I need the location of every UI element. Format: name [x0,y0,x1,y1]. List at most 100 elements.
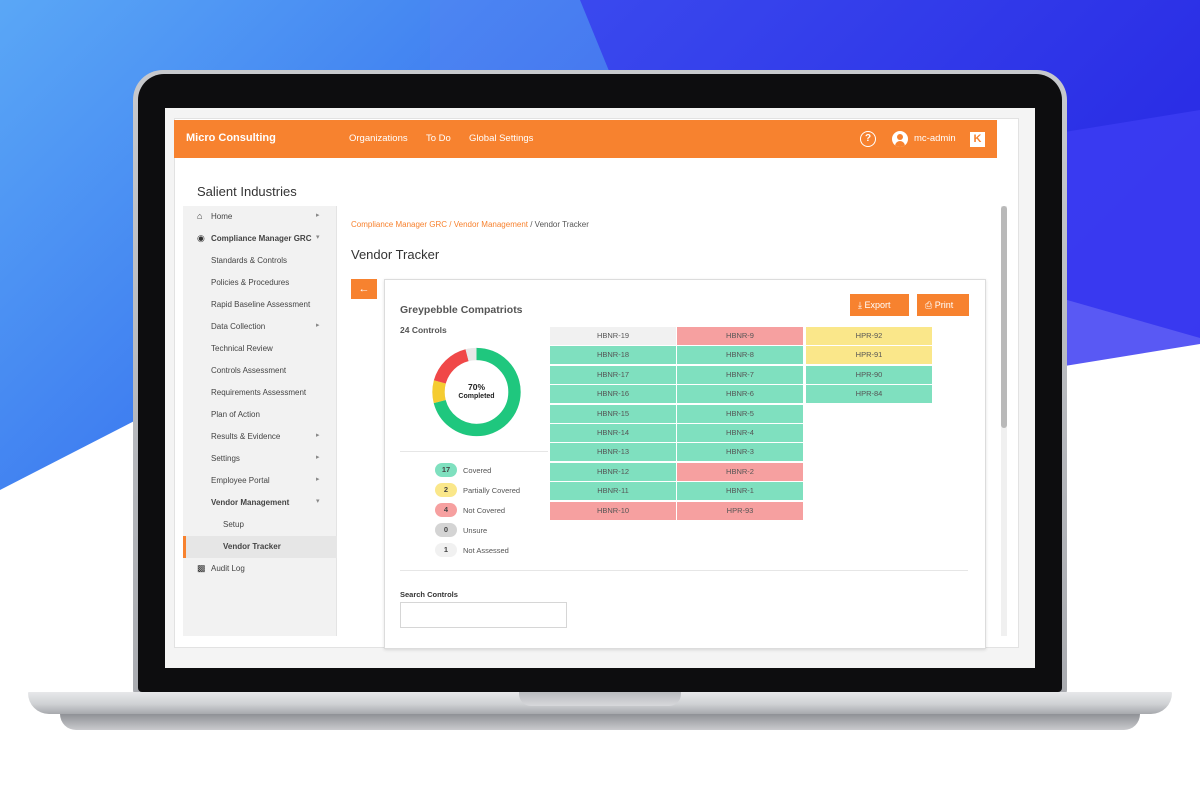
sidebar-item-controls-assessment[interactable]: Controls Assessment [183,360,337,382]
control-tile[interactable]: HBNR-2 [677,462,803,481]
sidebar-item-label: Settings [211,454,240,463]
sidebar-item-home[interactable]: ⌂ Home ▸ [183,206,337,228]
sidebar-item-technical-review[interactable]: Technical Review [183,338,337,360]
chevron-right-icon: ▸ [316,432,320,439]
sidebar-item-settings[interactable]: Settings ▸ [183,448,337,470]
legend-count: 1 [435,543,457,557]
control-tile[interactable]: HBNR-8 [677,346,803,365]
sidebar-item-results-evidence[interactable]: Results & Evidence ▸ [183,426,337,448]
nav-todo[interactable]: To Do [426,133,451,144]
printer-icon: ⎙ [925,300,933,310]
control-tile[interactable]: HBNR-10 [550,501,676,520]
control-tile[interactable]: HPR-90 [806,365,932,384]
chevron-right-icon: ▸ [316,212,320,219]
sidebar-item-label: Setup [223,520,244,529]
sidebar-item-label: Home [211,212,233,221]
back-button[interactable]: ← [351,279,377,299]
control-tile[interactable]: HPR-84 [806,385,932,404]
control-tile[interactable]: HPR-93 [677,501,803,520]
control-tile[interactable]: HBNR-17 [550,365,676,384]
chevron-down-icon: ▾ [316,234,320,241]
control-tile[interactable]: HBNR-11 [550,482,676,501]
sidebar-item-rapid-baseline[interactable]: Rapid Baseline Assessment [183,294,337,316]
control-tile[interactable]: HBNR-5 [677,404,803,423]
sidebar-item-vendor-management[interactable]: Vendor Management ▾ [183,492,337,514]
sidebar-item-label: Policies & Procedures [211,278,290,287]
legend-count: 2 [435,483,457,497]
sidebar-item-label: Technical Review [211,344,273,353]
sidebar-item-compliance-manager[interactable]: ◉ Compliance Manager GRC ▾ [183,228,337,250]
legend-label: Partially Covered [463,486,521,495]
control-tile[interactable]: HBNR-6 [677,385,803,404]
chevron-down-icon: ▾ [316,498,320,505]
legend-label: Covered [463,466,492,475]
control-tile[interactable]: HBNR-18 [550,346,676,365]
search-controls-input[interactable] [400,602,567,628]
help-icon[interactable]: ? [860,131,876,147]
sidebar-item-label: Results & Evidence [211,432,281,441]
control-tile[interactable]: HBNR-1 [677,482,803,501]
sidebar-item-label: Vendor Management [211,498,290,507]
sidebar-item-standards[interactable]: Standards & Controls [183,250,337,272]
control-tile[interactable]: HBNR-16 [550,385,676,404]
sidebar-item-label: Plan of Action [211,410,260,419]
sidebar-item-vendor-tracker[interactable]: Vendor Tracker [183,536,337,558]
donut-segment-partial [432,347,521,437]
divider [400,570,968,571]
divider [400,451,548,452]
legend-label: Not Covered [463,506,506,515]
export-button[interactable]: ⤓ Export [850,294,909,316]
home-icon: ⌂ [197,211,203,221]
sidebar-item-label: Controls Assessment [211,366,287,375]
control-tile[interactable]: HBNR-19 [550,327,676,345]
breadcrumb-separator: / [447,220,454,229]
brand-name[interactable]: Micro Consulting [186,132,276,144]
breadcrumb-current: Vendor Tracker [534,220,589,229]
donut-segments [432,347,521,437]
breadcrumb-link[interactable]: Vendor Management [453,220,528,229]
sidebar-item-audit-log[interactable]: ▩ Audit Log [183,558,337,580]
control-tile[interactable]: HBNR-7 [677,365,803,384]
nav-global-settings[interactable]: Global Settings [469,133,534,144]
vendor-name: Greypebble Compatriots [400,304,523,316]
sidebar-item-label: Audit Log [211,564,245,573]
app-logo-icon[interactable]: K [970,132,985,147]
sidebar-item-label: Requirements Assessment [211,388,307,397]
sidebar-item-plan-of-action[interactable]: Plan of Action [183,404,337,426]
breadcrumb: Compliance Manager GRC / Vendor Manageme… [351,220,589,229]
control-tile[interactable]: HBNR-3 [677,443,803,462]
legend-count: 4 [435,503,457,517]
organization-title: Salient Industries [197,184,297,199]
control-tile[interactable]: HBNR-15 [550,404,676,423]
control-tile[interactable]: HBNR-12 [550,462,676,481]
nav-organizations[interactable]: Organizations [349,133,408,144]
export-label: Export [864,300,891,310]
scrollbar-thumb[interactable] [1001,206,1007,428]
user-avatar-icon[interactable] [892,131,908,147]
control-tile[interactable]: HBNR-14 [550,424,676,442]
sidebar-item-setup[interactable]: Setup [183,514,337,536]
username[interactable]: mc-admin [914,133,956,144]
arrow-left-icon: ← [358,283,370,295]
sidebar-item-label: Vendor Tracker [223,542,281,551]
breadcrumb-link[interactable]: Compliance Manager GRC [351,220,448,229]
legend-count: 0 [435,523,457,537]
control-tile[interactable]: HBNR-13 [550,443,676,462]
completion-label: Completed [458,393,495,400]
completion-donut [432,347,521,437]
laptop-base-bottom [60,714,1140,730]
control-tile[interactable]: HBNR-9 [677,327,803,345]
print-button[interactable]: ⎙ Print [917,294,969,316]
sidebar-item-policies[interactable]: Policies & Procedures [183,272,337,294]
sidebar-item-requirements-assessment[interactable]: Requirements Assessment [183,382,337,404]
sidebar-item-label: Compliance Manager GRC [211,234,312,243]
control-tile[interactable]: HPR-91 [806,346,932,365]
control-tile[interactable]: HPR-92 [806,327,932,345]
legend-label: Not Assessed [463,546,509,555]
chevron-right-icon: ▸ [316,322,320,329]
page-title: Vendor Tracker [351,247,440,262]
sidebar-item-data-collection[interactable]: Data Collection ▸ [183,316,337,338]
sidebar-item-employee-portal[interactable]: Employee Portal ▸ [183,470,337,492]
completion-percent: 70% [467,382,485,392]
control-tile[interactable]: HBNR-4 [677,424,803,442]
